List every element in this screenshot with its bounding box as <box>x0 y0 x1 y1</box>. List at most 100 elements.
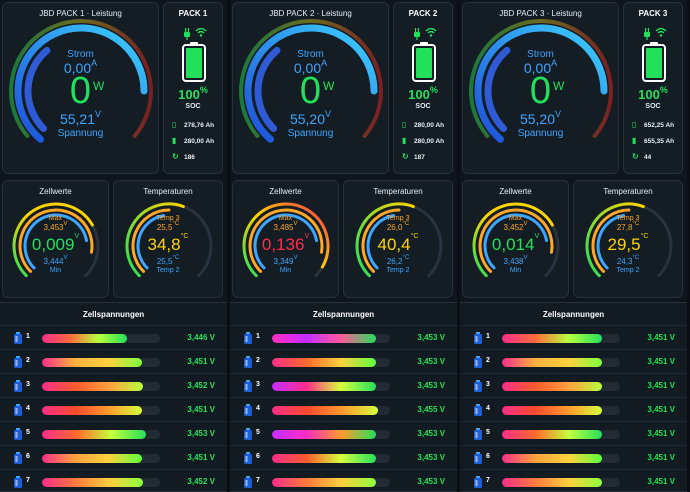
zellwerte-card[interactable]: Zellwerte Max 3,452V 0,014V 3,438V Min <box>462 180 569 298</box>
min-label: Min <box>49 267 62 274</box>
power-outer-arc <box>469 19 613 138</box>
volt-unit: V <box>95 109 102 119</box>
cell-voltage-bar <box>42 430 160 439</box>
cell-row[interactable]: 7 3,451 V <box>460 469 687 491</box>
battery-icon <box>642 42 666 82</box>
min-value: 3,444V <box>3 255 108 266</box>
min-arc <box>483 213 549 270</box>
cell-voltage-bar <box>272 382 390 391</box>
cell-voltage: 3,451 V <box>647 357 675 366</box>
battery-level <box>646 48 662 78</box>
cell-row[interactable]: 5 3,451 V <box>460 421 687 445</box>
volt-value: 55,20V <box>463 109 618 127</box>
zellspannungen-title: Zellspannungen <box>312 310 375 319</box>
cell-voltage-fill <box>272 334 376 343</box>
cell-row[interactable]: 3 3,451 V <box>460 373 687 397</box>
volt-value: 55,21V <box>3 109 158 127</box>
delta-value: 0,136V <box>233 233 338 255</box>
zellspannungen-title: Zellspannungen <box>542 310 605 319</box>
cell-voltage: 3,451 V <box>647 381 675 390</box>
cell-row[interactable]: 4 3,455 V <box>230 397 457 421</box>
cell-row[interactable]: 4 3,451 V <box>0 397 227 421</box>
cell-row[interactable]: 3 3,453 V <box>230 373 457 397</box>
temp3-label: Temp 3 <box>156 215 180 222</box>
stat-remaining-ah: ▯ 280,00 Ah <box>402 120 448 132</box>
stat-value: 44 <box>644 154 652 161</box>
temperatur-card[interactable]: Temperaturen Temp 3 27,8°C 29,5°C 24,3°C Temp… <box>573 180 683 298</box>
temp-main-unit: °C <box>410 233 419 240</box>
temp3-unit: °C <box>402 221 410 227</box>
power-card[interactable]: JBD PACK 1 · Leistung Strom 0,00A 0 W 55,21V S… <box>2 2 159 174</box>
cell-voltage-bar <box>272 334 390 343</box>
cell-row[interactable]: 5 3,453 V <box>230 421 457 445</box>
cell-battery-icon <box>474 380 482 392</box>
power-card-title: JBD PACK 3 · Leistung <box>499 9 582 18</box>
temperatur-card[interactable]: Temperaturen Temp 3 26,0°C 40,4°C 26,2°C Temp… <box>343 180 453 298</box>
max-label: Max <box>48 215 63 222</box>
cell-number: 7 <box>26 477 30 484</box>
cell-row[interactable]: 5 3,453 V <box>0 421 227 445</box>
plug-icon <box>414 28 420 40</box>
zellwerte-card[interactable]: Zellwerte Max 3,485V 0,136V 3,349V Min <box>232 180 339 298</box>
pack-card[interactable]: PACK 2 100% SOC ▯ 280,00 Ah ▮ 280,00 Ah ↻ 187 <box>393 2 453 174</box>
stat-value: 187 <box>414 154 425 161</box>
temp2-unit: °C <box>402 255 410 261</box>
cell-voltage-bar <box>42 406 160 415</box>
pack-card[interactable]: PACK 3 100% SOC ▯ 652,25 Ah ▮ 655,35 Ah ↻ 44 <box>623 2 683 174</box>
power-gauge <box>9 19 153 143</box>
temperatur-card-gauge <box>585 202 673 278</box>
pack-card[interactable]: PACK 1 100% SOC ▯ 278,76 Ah ▮ 280,00 Ah ↻ 186 <box>163 2 223 174</box>
cell-number: 1 <box>486 333 490 340</box>
stat-remaining-ah: ▯ 278,76 Ah <box>172 120 218 132</box>
cell-row[interactable]: 2 3,453 V <box>230 349 457 373</box>
volt-value: 55,20V <box>233 109 388 127</box>
cell-row[interactable]: 1 3,451 V <box>460 325 687 349</box>
stat-value: 280,00 Ah <box>184 138 215 145</box>
cell-voltage-fill <box>42 358 143 367</box>
cell-row[interactable]: 7 3,452 V <box>0 469 227 491</box>
battery-charge-icon: ▯ <box>172 120 177 129</box>
delta-number: 0,136 <box>261 235 305 254</box>
cell-number: 6 <box>256 453 260 460</box>
cell-number: 6 <box>486 453 490 460</box>
cell-row[interactable]: 1 3,446 V <box>0 325 227 349</box>
stat-full-ah: ▮ 280,00 Ah <box>172 136 218 148</box>
strom-value: 0,00A <box>233 58 388 76</box>
power-card[interactable]: JBD PACK 2 · Leistung Strom 0,00A 0 W 55,20V S… <box>232 2 389 174</box>
cell-voltage-fill <box>272 406 379 415</box>
temp-main-arc <box>355 202 415 278</box>
soc-value: 100% <box>624 85 682 102</box>
wifi-icon <box>425 27 437 37</box>
cell-voltage-fill <box>272 454 376 463</box>
zellwerte-card-title: Zellwerte <box>499 187 532 196</box>
zellwerte-card[interactable]: Zellwerte Max 3,453V 0,009V 3,444V Min <box>2 180 109 298</box>
cell-row[interactable]: 6 3,453 V <box>230 445 457 469</box>
strom-unit: A <box>321 58 328 68</box>
cell-voltage: 3,453 V <box>417 429 445 438</box>
cell-number: 1 <box>256 333 260 340</box>
power-card[interactable]: JBD PACK 3 · Leistung Strom 0,00A 0 W 55,20V S… <box>462 2 619 174</box>
cell-row[interactable]: 2 3,451 V <box>460 349 687 373</box>
cell-row[interactable]: 3 3,452 V <box>0 373 227 397</box>
cell-voltage-bar <box>42 358 160 367</box>
max-unit: V <box>63 221 68 227</box>
cell-row[interactable]: 6 3,451 V <box>460 445 687 469</box>
soc-unit: % <box>199 85 208 95</box>
cell-voltage: 3,453 V <box>417 357 445 366</box>
volt-label: Spannung <box>517 128 564 139</box>
cell-number: 3 <box>486 381 490 388</box>
volt-unit: V <box>325 109 332 119</box>
soc-number: 100 <box>638 87 660 102</box>
temp3-value: 26,0°C <box>344 221 452 232</box>
cell-row[interactable]: 7 3,453 V <box>230 469 457 491</box>
cell-row[interactable]: 2 3,451 V <box>0 349 227 373</box>
cell-row[interactable]: 4 3,451 V <box>460 397 687 421</box>
volt-label: Spannung <box>287 128 334 139</box>
temperatur-card[interactable]: Temperaturen Temp 3 25,5°C 34,8°C 25,5°C Temp… <box>113 180 223 298</box>
cell-row[interactable]: 6 3,451 V <box>0 445 227 469</box>
temp2-arc <box>136 213 166 270</box>
max-label: Max <box>508 215 523 222</box>
delta-number: 0,009 <box>31 235 75 254</box>
temperatur-card-title: Temperaturen <box>373 187 423 196</box>
cell-row[interactable]: 1 3,453 V <box>230 325 457 349</box>
